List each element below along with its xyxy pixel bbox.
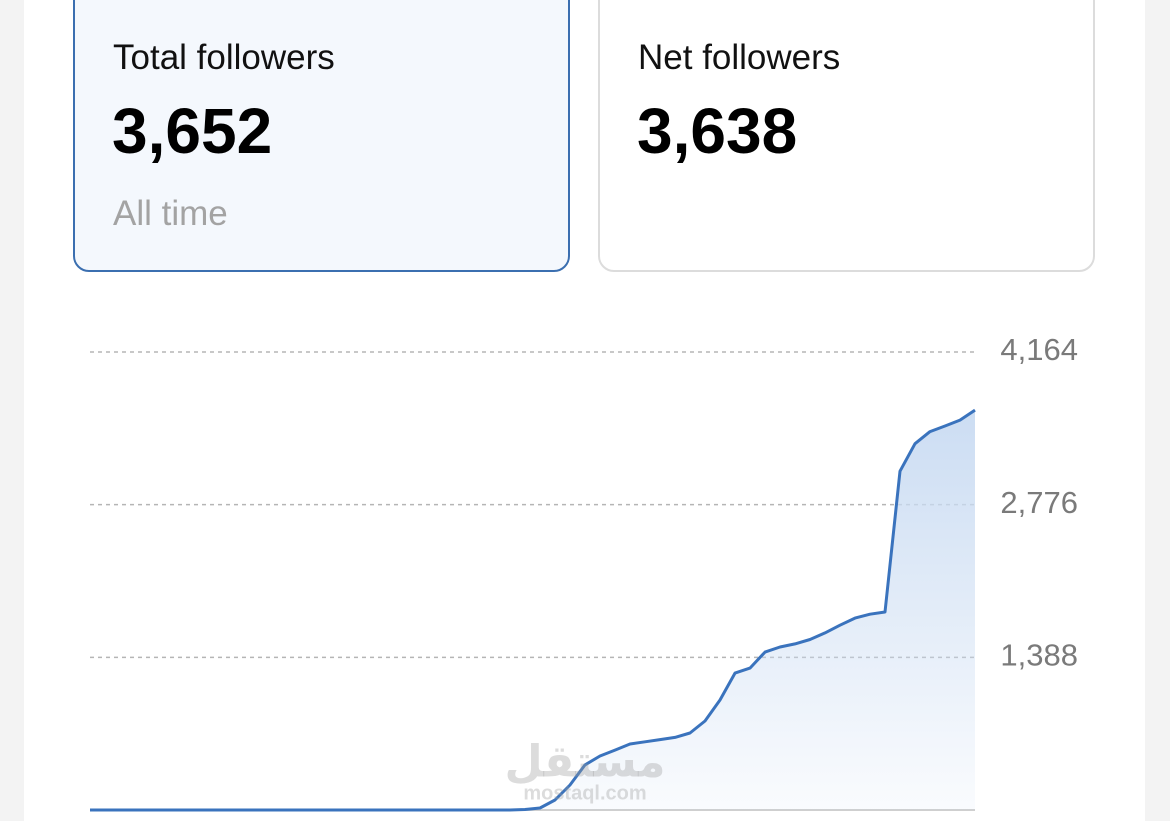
- metric-card[interactable]: Total followers 3,652 All time: [73, 0, 570, 272]
- watermark: mostaql.com: [523, 782, 646, 804]
- card-subtitle: All time: [113, 194, 228, 233]
- metric-card[interactable]: Net followers 3,638: [598, 0, 1095, 272]
- y-tick-label: 2,776: [1000, 485, 1078, 520]
- y-tick-label: 1,388: [1000, 638, 1078, 673]
- card-label: Net followers: [638, 38, 841, 77]
- watermark: مستقل: [505, 738, 666, 787]
- y-tick-label: 4,164: [1000, 332, 1078, 367]
- line: [90, 408, 976, 812]
- card-label: Total followers: [113, 38, 335, 77]
- card-value: 3,638: [637, 95, 798, 167]
- card-value: 3,652: [112, 95, 273, 167]
- area-fill: [90, 410, 975, 810]
